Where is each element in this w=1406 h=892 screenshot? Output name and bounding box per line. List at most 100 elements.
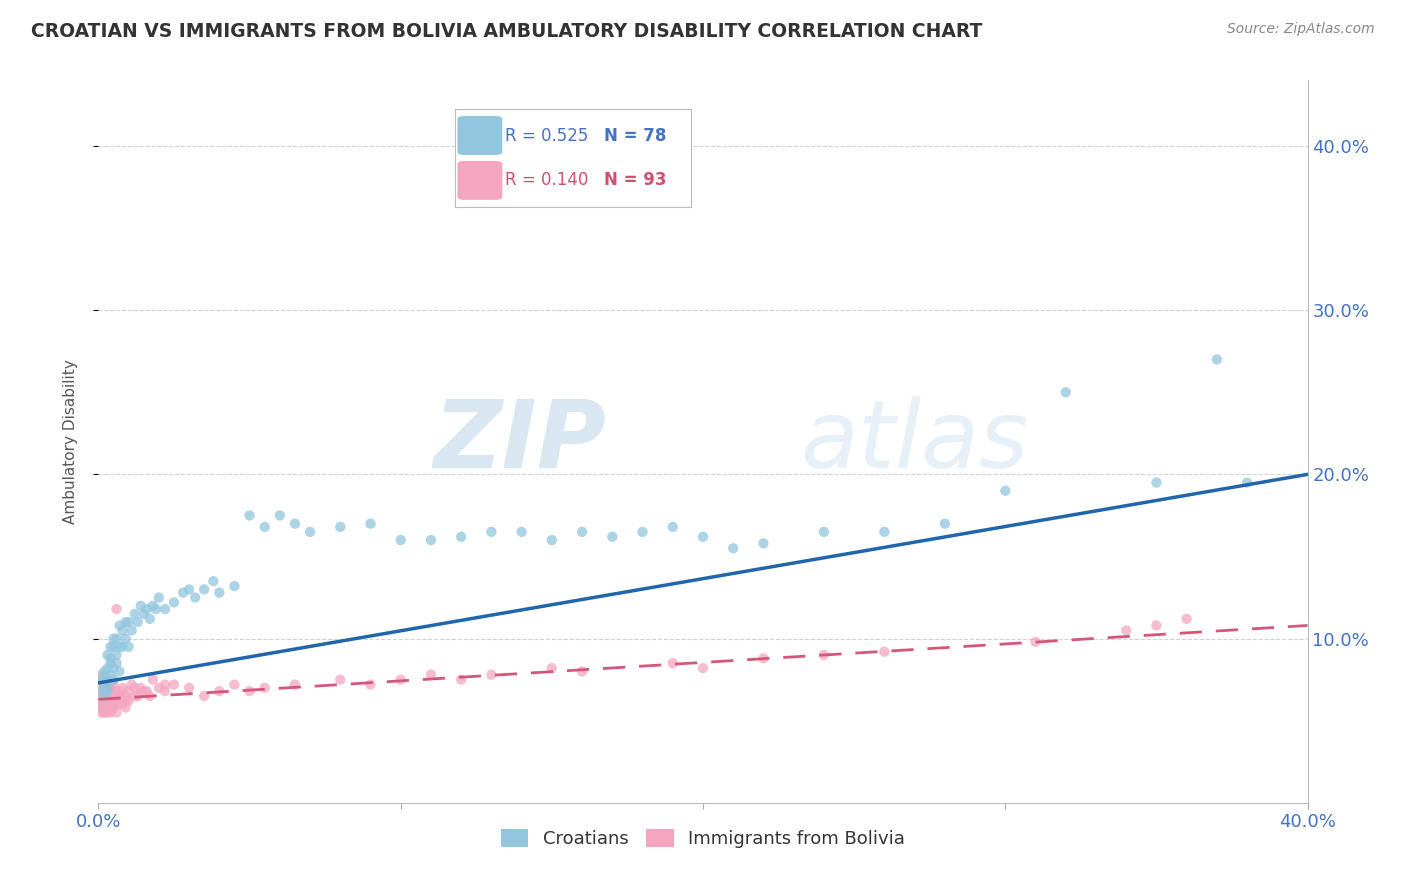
Point xyxy=(208,684,231,698)
Point xyxy=(93,673,115,687)
Point xyxy=(118,640,141,654)
Point xyxy=(873,524,896,539)
Point xyxy=(1115,624,1137,638)
Point xyxy=(873,645,896,659)
Point xyxy=(103,640,125,654)
Point xyxy=(90,684,112,698)
Point xyxy=(93,684,115,698)
Point xyxy=(153,684,176,698)
Point xyxy=(124,607,146,621)
Point xyxy=(135,684,157,698)
Point xyxy=(90,673,112,687)
Point xyxy=(118,684,141,698)
Point xyxy=(96,700,118,714)
Point xyxy=(145,602,167,616)
Point xyxy=(269,508,291,523)
Point xyxy=(934,516,956,531)
Point xyxy=(100,700,122,714)
Point xyxy=(661,520,683,534)
Point xyxy=(100,657,122,671)
Point xyxy=(193,582,215,597)
Point xyxy=(96,648,118,662)
Point xyxy=(692,530,714,544)
Point xyxy=(510,524,533,539)
Point xyxy=(179,582,201,597)
Point xyxy=(752,651,775,665)
Point xyxy=(114,615,136,630)
Point xyxy=(153,677,176,691)
Point xyxy=(139,612,162,626)
Point xyxy=(114,632,136,646)
Point xyxy=(100,706,122,720)
Point xyxy=(360,516,382,531)
Point xyxy=(118,694,141,708)
Point xyxy=(224,579,246,593)
Point xyxy=(90,667,112,681)
Point xyxy=(1236,475,1258,490)
Point xyxy=(96,673,118,687)
Point xyxy=(329,520,352,534)
Point xyxy=(105,657,128,671)
Point xyxy=(108,689,131,703)
Point xyxy=(389,673,412,687)
Point xyxy=(142,673,165,687)
Point xyxy=(631,524,654,539)
Point xyxy=(103,700,125,714)
Point xyxy=(93,694,115,708)
Point xyxy=(142,599,165,613)
Point xyxy=(481,524,503,539)
Point xyxy=(90,700,112,714)
Point xyxy=(105,684,128,698)
Point xyxy=(132,684,155,698)
Point xyxy=(96,677,118,691)
Point xyxy=(813,648,835,662)
Point xyxy=(420,533,443,547)
Point xyxy=(239,684,262,698)
Point xyxy=(93,667,115,681)
Point xyxy=(124,681,146,695)
Point xyxy=(124,689,146,703)
Point xyxy=(103,684,125,698)
Point xyxy=(96,661,118,675)
Point xyxy=(100,681,122,695)
Point xyxy=(93,700,115,714)
Point xyxy=(299,524,322,539)
Point xyxy=(127,689,149,703)
Point xyxy=(389,533,412,547)
Point xyxy=(90,694,112,708)
Point xyxy=(103,632,125,646)
Text: atlas: atlas xyxy=(800,396,1028,487)
Point xyxy=(994,483,1017,498)
Point xyxy=(571,665,593,679)
Point xyxy=(111,684,134,698)
Point xyxy=(540,533,562,547)
Point xyxy=(1024,635,1046,649)
Point xyxy=(1144,618,1167,632)
Point xyxy=(253,681,276,695)
Point xyxy=(540,661,562,675)
Point xyxy=(111,640,134,654)
Point xyxy=(148,681,170,695)
Point xyxy=(96,684,118,698)
Point xyxy=(96,681,118,695)
Point xyxy=(96,698,118,712)
Point xyxy=(179,681,201,695)
Point xyxy=(1175,612,1198,626)
Point xyxy=(132,607,155,621)
Point xyxy=(114,700,136,714)
Point xyxy=(163,595,186,609)
Point xyxy=(114,694,136,708)
Point xyxy=(202,574,225,588)
Point xyxy=(571,524,593,539)
Point xyxy=(93,677,115,691)
Point xyxy=(1206,352,1229,367)
Text: CROATIAN VS IMMIGRANTS FROM BOLIVIA AMBULATORY DISABILITY CORRELATION CHART: CROATIAN VS IMMIGRANTS FROM BOLIVIA AMBU… xyxy=(31,22,983,41)
Point xyxy=(93,689,115,703)
Point xyxy=(103,689,125,703)
Point xyxy=(96,694,118,708)
Point xyxy=(1054,385,1077,400)
Point xyxy=(111,698,134,712)
Point xyxy=(118,615,141,630)
Point xyxy=(723,541,745,556)
Point xyxy=(127,615,149,630)
